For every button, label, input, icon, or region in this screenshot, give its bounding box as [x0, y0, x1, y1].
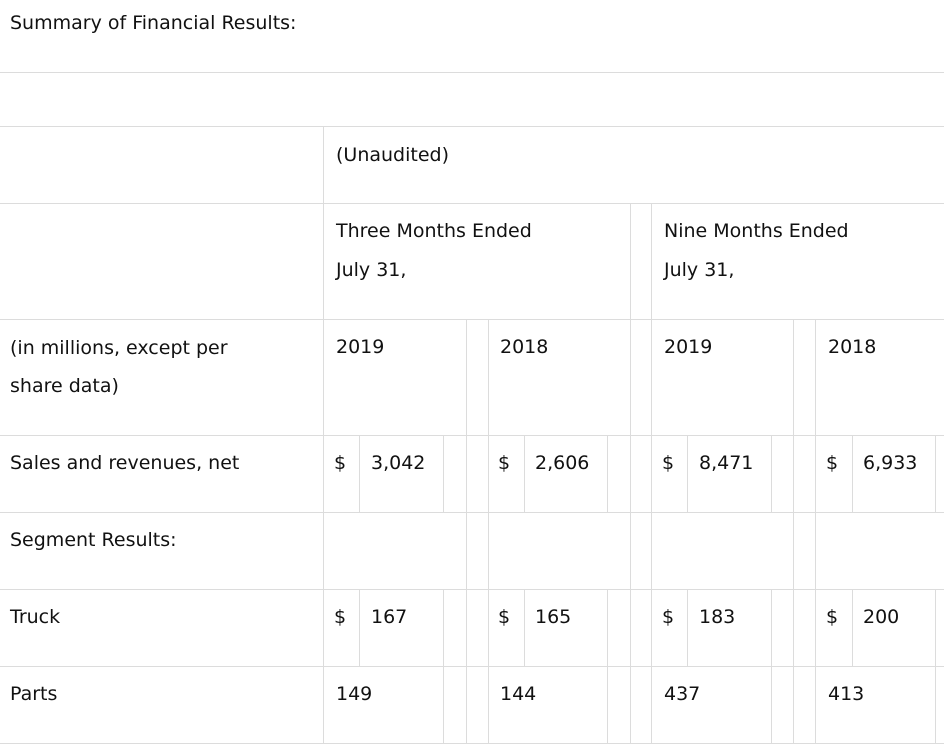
divider	[524, 589, 525, 666]
divider	[935, 435, 936, 512]
divider	[793, 319, 794, 743]
currency-symbol: $	[826, 606, 839, 628]
divider	[771, 435, 772, 512]
currency-symbol: $	[662, 606, 675, 628]
three-months-header: Three Months Ended	[336, 220, 532, 242]
divider	[0, 512, 944, 513]
divider	[0, 126, 944, 127]
segment-results-label: Segment Results:	[10, 529, 177, 551]
three-months-date: July 31,	[336, 259, 407, 281]
cell-value: 183	[699, 606, 736, 628]
divider	[935, 589, 936, 743]
divider	[359, 435, 360, 512]
unaudited-label: (Unaudited)	[336, 144, 449, 166]
year-header: 2018	[828, 336, 877, 358]
nine-months-header: Nine Months Ended	[664, 220, 849, 242]
divider	[0, 666, 944, 667]
currency-symbol: $	[334, 606, 347, 628]
divider	[852, 435, 853, 512]
divider	[607, 589, 608, 743]
divider	[443, 589, 444, 743]
divider	[771, 589, 772, 743]
currency-symbol: $	[498, 606, 511, 628]
divider	[815, 319, 816, 743]
divider	[687, 435, 688, 512]
cell-value: 6,933	[863, 452, 918, 474]
divider	[0, 72, 944, 73]
divider	[488, 319, 489, 743]
year-header: 2019	[336, 336, 385, 358]
units-label: (in millions, except per	[10, 337, 228, 359]
divider	[359, 589, 360, 666]
cell-value: 144	[500, 683, 537, 705]
divider	[443, 435, 444, 512]
divider	[0, 203, 944, 204]
cell-value: 2,606	[535, 452, 590, 474]
divider	[852, 589, 853, 666]
row-label: Parts	[10, 683, 58, 705]
divider	[0, 589, 944, 590]
cell-value: 200	[863, 606, 900, 628]
row-label: Truck	[10, 606, 61, 628]
cell-value: 8,471	[699, 452, 754, 474]
divider	[323, 126, 324, 743]
cell-value: 149	[336, 683, 373, 705]
nine-months-date: July 31,	[664, 259, 735, 281]
row-label: Sales and revenues, net	[10, 452, 240, 474]
cell-value: 167	[371, 606, 408, 628]
year-header: 2019	[664, 336, 713, 358]
divider	[466, 319, 467, 743]
currency-symbol: $	[662, 452, 675, 474]
cell-value: 413	[828, 683, 865, 705]
currency-symbol: $	[826, 452, 839, 474]
divider	[607, 435, 608, 512]
units-label-cont: share data)	[10, 375, 119, 397]
divider	[524, 435, 525, 512]
divider	[687, 589, 688, 666]
cell-value: 3,042	[371, 452, 426, 474]
cell-value: 165	[535, 606, 572, 628]
year-header: 2018	[500, 336, 549, 358]
currency-symbol: $	[334, 452, 347, 474]
currency-symbol: $	[498, 452, 511, 474]
cell-value: 437	[664, 683, 701, 705]
page-title: Summary of Financial Results:	[10, 12, 297, 34]
divider	[0, 435, 944, 436]
divider	[630, 203, 631, 743]
divider	[0, 319, 944, 320]
divider	[651, 203, 652, 743]
divider	[0, 743, 944, 744]
